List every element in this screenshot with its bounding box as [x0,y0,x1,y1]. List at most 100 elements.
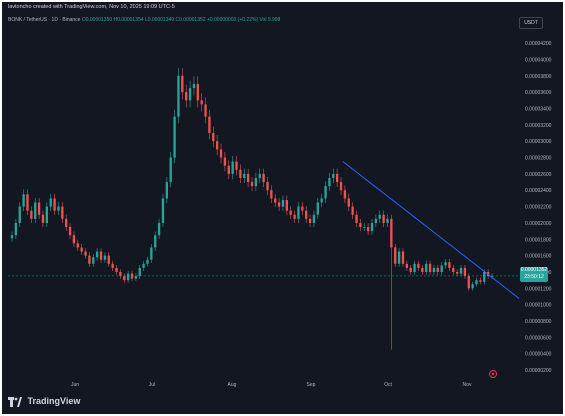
x-tick-label: Jun [71,382,79,388]
candle-body [111,263,114,268]
candle-body [397,251,401,264]
x-tick-label: Jul [149,382,155,388]
last-price-value: 0.00001352 [520,267,548,273]
candle-body [316,202,319,215]
candle-body [37,202,41,215]
candle-body [440,265,443,272]
candle-body [99,251,103,260]
y-tick-label: 0.00001800 [525,237,552,243]
candle-body [88,255,91,264]
x-tick-label: Nov [463,382,472,388]
candle-body [246,173,250,183]
candle-body [231,161,234,174]
candle-body [258,173,261,178]
candle-body [212,133,215,142]
gear-icon[interactable] [488,369,498,379]
candle-body [405,263,408,268]
candle-body [165,182,168,199]
candle-body [157,222,161,236]
candle-body [355,214,358,223]
trendline [342,161,520,299]
candle-body [281,200,285,207]
currency-badge[interactable]: USDT [519,17,543,29]
candle-body [417,263,420,268]
candle-body [204,104,207,117]
candle-body [65,218,68,228]
candle-body [61,206,64,219]
y-tick-label: 0.00003800 [525,74,552,80]
candle-body [34,202,37,219]
candle-body [324,186,327,199]
candle-body [41,214,45,223]
price-countdown: 23:50:12 [524,274,544,280]
candle-body [270,190,273,199]
candle-body [123,276,126,281]
candle-body [177,75,180,117]
candle-body [68,227,72,236]
tradingview-logo-icon [8,396,22,407]
candle-body [18,206,21,223]
candle-body [254,177,258,187]
candle-body [386,218,389,223]
candle-body [185,92,188,101]
candle-body [173,116,176,158]
symbol-legend: BONK / TetherUS · 1D · Binance O0.000013… [8,17,280,23]
y-tick-label: 0.00002400 [525,188,552,194]
candle-body [456,271,459,274]
candle-body [328,177,331,187]
candle-body [452,267,455,272]
candle-body [142,263,145,268]
candle-body [49,198,52,207]
candle-body [436,267,439,272]
candle-body [394,247,397,264]
candle-body [235,161,238,170]
candle-body [57,206,60,211]
candle-body [223,157,227,166]
candle-body [138,267,141,277]
candle-body [30,210,33,219]
last-price-badge: 0.00001352 23:50:12 [520,267,548,282]
candle-body [332,173,335,178]
candle-body [26,194,29,211]
candles-group [10,68,494,350]
candle-body [22,194,25,207]
candle-body [161,198,165,223]
candle-body [490,276,494,277]
candle-body [347,198,350,207]
candle-body [146,259,149,264]
candle-body [366,227,370,232]
y-tick-label: 0.00003600 [525,90,552,96]
candle-body [459,267,463,274]
candle-body [483,271,486,282]
symbol-name[interactable]: BONK / TetherUS · 1D · Binance [8,17,81,23]
candle-body [216,141,219,150]
candle-body [96,251,99,258]
candle-body [463,267,467,277]
candle-body [169,157,172,183]
candle-body [305,210,308,219]
y-tick-label: 0.00000400 [525,352,552,358]
y-tick-label: 0.00002000 [525,221,552,227]
candle-body [293,214,296,219]
candle-body [250,182,254,187]
candle-body [363,227,366,228]
candle-body [72,235,76,244]
y-tick-label: 0.00000800 [525,319,552,325]
y-tick-label: 0.00000600 [525,335,552,341]
candle-body [425,263,428,272]
candle-body [351,206,354,215]
candle-body [370,222,374,232]
candle-body [192,83,196,89]
candle-body [444,262,447,266]
candle-body [80,247,83,252]
candle-body [274,198,277,203]
ohlc-values: O0.00001350 H0.00001354 L0.00001349 C0.0… [81,17,281,23]
x-tick-label: Oct [384,382,392,388]
candle-body [413,263,416,272]
candle-body [266,182,269,191]
candle-body [10,235,14,239]
candle-body [475,280,478,285]
candle-body [297,206,300,219]
candle-body [103,255,107,260]
